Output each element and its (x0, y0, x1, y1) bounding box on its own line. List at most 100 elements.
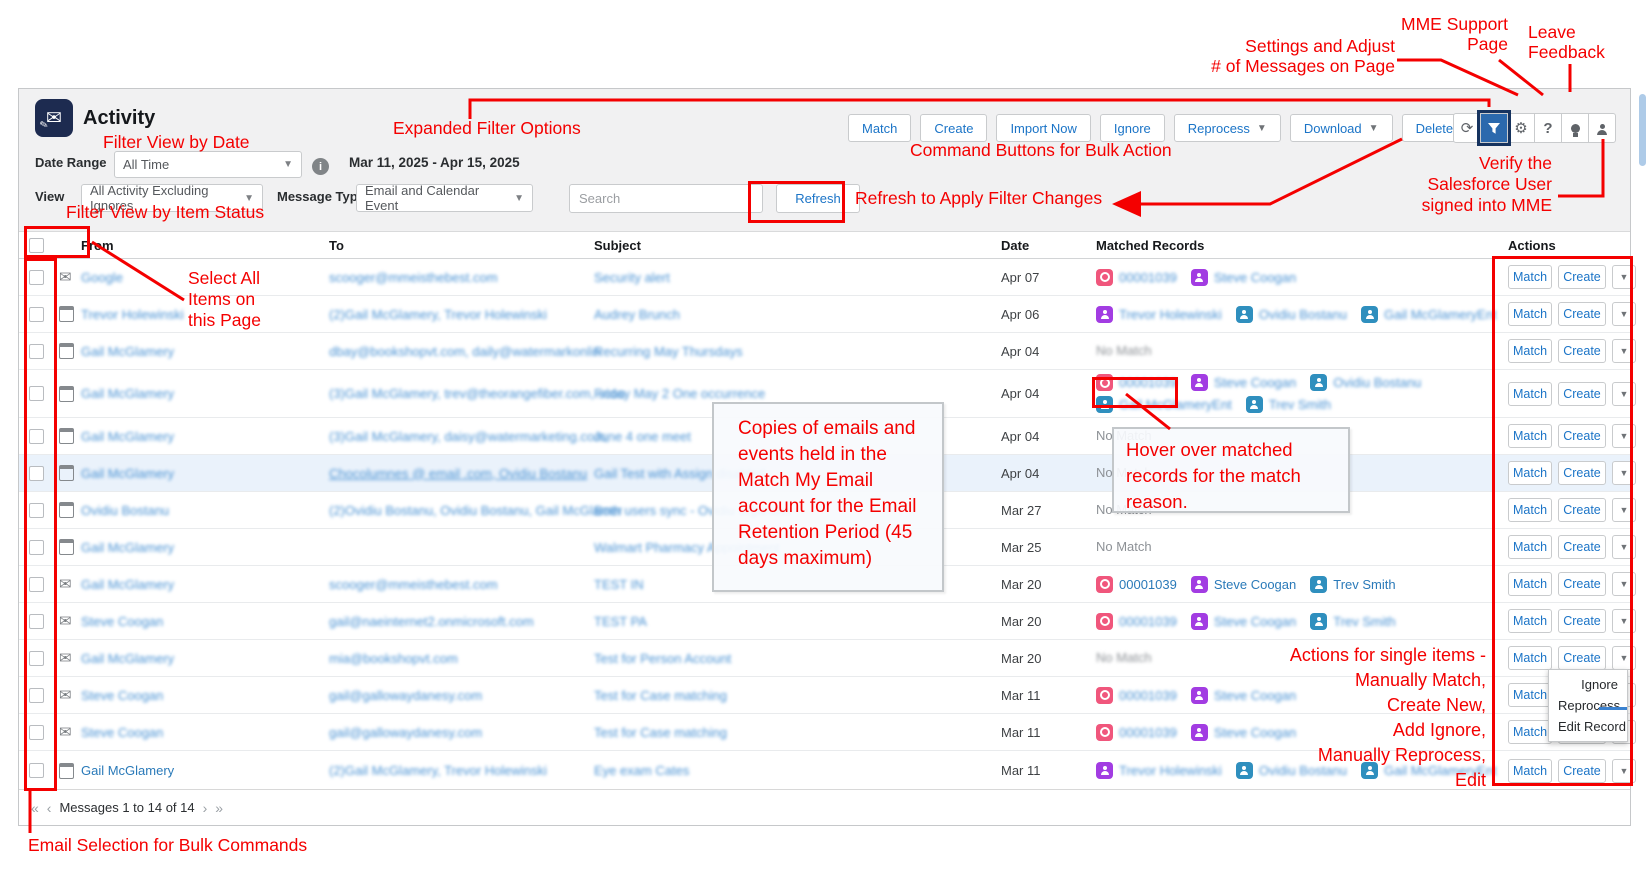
toolbar-button-create[interactable]: Create (920, 114, 988, 142)
from-link[interactable]: Gail McGlamery (81, 650, 175, 666)
toolbar-button-ignore[interactable]: Ignore (1099, 114, 1165, 142)
settings-gear-icon[interactable]: ⚙ (1507, 113, 1535, 143)
row-checkbox[interactable] (29, 465, 44, 481)
subject-link[interactable]: Security alert (594, 269, 670, 285)
scrollbar[interactable] (1639, 94, 1646, 166)
matched-record-account-badge[interactable]: Trev Smith (1245, 396, 1331, 413)
subject-link[interactable]: Recurring May Thursdays (594, 343, 743, 359)
date-range-select[interactable]: All Time ▼ (114, 151, 302, 178)
row-create-button[interactable]: Create (1558, 572, 1606, 596)
menu-item-ignore[interactable]: Ignore (1581, 677, 1618, 692)
refresh-icon[interactable]: ⟳ (1453, 113, 1481, 143)
row-checkbox[interactable] (29, 650, 44, 666)
matched-record-contact-badge[interactable]: Steve Coogan (1190, 612, 1296, 630)
to-link[interactable]: scooger@mmeisthebest.com (329, 576, 498, 592)
row-checkbox[interactable] (29, 763, 44, 778)
row-more-actions-button[interactable]: ▼ (1612, 609, 1636, 633)
to-link[interactable]: gail@naeinternet2.onmicrosoft.com (329, 613, 534, 629)
subject-link[interactable]: Test for Case matching (594, 724, 727, 740)
row-create-button[interactable]: Create (1558, 302, 1606, 326)
from-link[interactable]: Trevor Holewinski (81, 306, 184, 322)
matched-record-account-badge[interactable]: Ovidiu Bostanu (1235, 305, 1347, 323)
matched-record-case-badge[interactable]: 00001039 (1096, 374, 1177, 391)
from-link[interactable]: Gail McGlamery (81, 539, 175, 555)
matched-record-account-badge[interactable]: Gail McGlameryEnt (1361, 762, 1497, 779)
subject-link[interactable]: Friday May 2 One occurrence (594, 386, 766, 401)
refresh-button[interactable]: Refresh (776, 184, 860, 213)
row-create-button[interactable]: Create (1558, 498, 1606, 522)
matched-record-case-badge[interactable]: 00001039 (1096, 268, 1177, 286)
row-more-actions-button[interactable]: ▼ (1612, 646, 1636, 670)
prev-page-button[interactable]: ‹ (46, 799, 52, 816)
from-link[interactable]: Gail McGlamery (81, 576, 175, 592)
matched-record-account-badge[interactable]: Trev Smith (1310, 612, 1396, 630)
subject-link[interactable]: Audrey Brunch (594, 306, 680, 322)
row-more-actions-button[interactable]: ▼ (1612, 535, 1636, 559)
row-checkbox[interactable] (29, 576, 44, 592)
matched-record-contact-badge[interactable]: Trevor Holewinski (1096, 305, 1222, 323)
subject-link[interactable]: TEST PA (594, 613, 647, 629)
help-icon[interactable]: ? (1534, 113, 1562, 143)
row-checkbox[interactable] (29, 724, 44, 740)
first-page-button[interactable]: « (31, 799, 39, 816)
row-create-button[interactable]: Create (1558, 424, 1606, 448)
menu-item-reprocess[interactable]: Reprocess (1558, 698, 1621, 713)
from-link[interactable]: Gail McGlamery (81, 343, 175, 359)
select-all-checkbox[interactable] (29, 237, 44, 253)
from-link[interactable]: Ovidiu Bostanu (81, 502, 170, 518)
to-link[interactable]: gail@gallowaydanesy.com (329, 687, 483, 703)
matched-record-case-badge[interactable]: 00001039 (1096, 686, 1177, 704)
matched-record-case-badge[interactable]: 00001039 (1096, 723, 1177, 741)
row-checkbox[interactable] (29, 613, 44, 629)
row-checkbox[interactable] (29, 687, 44, 703)
row-match-button[interactable]: Match (1508, 265, 1552, 289)
to-link[interactable]: scooger@mmeisthebest.com (329, 269, 498, 285)
matched-record-account-badge[interactable]: Gail McGlameryEnt (1361, 305, 1497, 323)
to-link[interactable]: (3)Gail McGlamery, daisy@watermarketing.… (329, 428, 609, 444)
matched-record-contact-badge[interactable]: Steve Coogan (1190, 686, 1296, 704)
row-match-button[interactable]: Match (1508, 381, 1552, 406)
to-link[interactable]: (2)Ovidiu Bostanu, Ovidiu Bostanu, Gail … (329, 502, 623, 518)
toolbar-button-download[interactable]: Download ▼ (1289, 114, 1393, 142)
matched-record-contact-badge[interactable]: Steve Coogan (1190, 575, 1296, 593)
subject-link[interactable]: TEST IN (594, 576, 644, 592)
subject-link[interactable]: Test for Person Account (594, 650, 732, 666)
row-more-actions-button[interactable]: ▼ (1612, 302, 1636, 326)
to-link[interactable]: dbay@bookshopvt.com, daily@watermarkonli… (329, 343, 601, 359)
row-more-actions-button[interactable]: ▼ (1612, 572, 1636, 596)
toolbar-button-reprocess[interactable]: Reprocess ▼ (1173, 114, 1281, 142)
matched-record-account-badge[interactable]: Gail McGlameryEnt (1096, 396, 1232, 413)
row-checkbox[interactable] (29, 502, 44, 518)
row-checkbox[interactable] (29, 269, 44, 285)
info-icon[interactable]: i (312, 158, 329, 175)
row-more-actions-button[interactable]: ▼ (1612, 265, 1636, 289)
row-create-button[interactable]: Create (1558, 265, 1606, 289)
to-link[interactable]: mia@bookshopvt.com (329, 650, 458, 666)
row-checkbox[interactable] (29, 386, 44, 401)
row-more-actions-button[interactable]: ▼ (1612, 424, 1636, 448)
from-link[interactable]: Gail McGlamery (81, 763, 175, 778)
row-create-button[interactable]: Create (1558, 758, 1606, 783)
matched-record-account-badge[interactable]: Ovidiu Bostanu (1310, 374, 1421, 391)
from-link[interactable]: Gail McGlamery (81, 428, 175, 444)
row-match-button[interactable]: Match (1508, 461, 1552, 485)
from-link[interactable]: Gail McGlamery (81, 465, 175, 481)
subject-link[interactable]: Eye exam Cates (594, 763, 690, 778)
view-select[interactable]: All Activity Excluding Ignores ▼ (81, 183, 263, 213)
row-match-button[interactable]: Match (1508, 535, 1552, 559)
row-checkbox[interactable] (29, 306, 44, 322)
row-more-actions-button[interactable]: ▼ (1612, 498, 1636, 522)
user-icon[interactable] (1588, 113, 1616, 143)
message-type-select[interactable]: Email and Calendar Event ▼ (356, 183, 533, 213)
toolbar-button-match[interactable]: Match (848, 114, 912, 142)
row-create-button[interactable]: Create (1558, 381, 1606, 406)
row-match-button[interactable]: Match (1508, 498, 1552, 522)
row-match-button[interactable]: Match (1508, 609, 1552, 633)
row-more-actions-button[interactable]: ▼ (1612, 381, 1636, 406)
from-link[interactable]: Steve Coogan (81, 724, 164, 740)
row-match-button[interactable]: Match (1508, 646, 1552, 670)
to-link[interactable]: (2)Gail McGlamery, Trevor Holewinski (329, 763, 547, 778)
next-page-button[interactable]: › (202, 799, 208, 816)
row-checkbox[interactable] (29, 428, 44, 444)
row-more-actions-button[interactable]: ▼ (1612, 339, 1636, 363)
